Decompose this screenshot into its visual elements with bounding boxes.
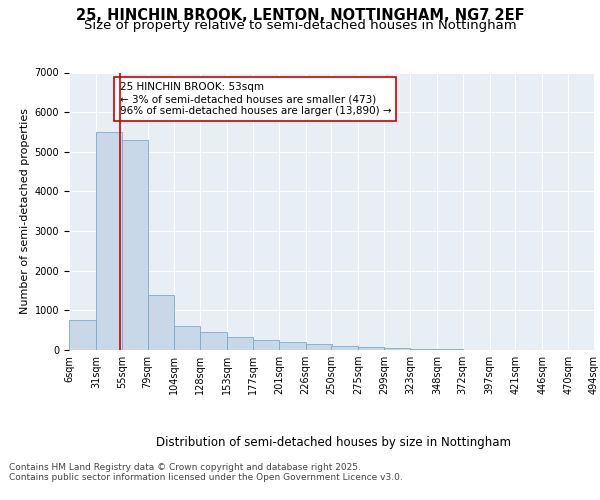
Text: 25 HINCHIN BROOK: 53sqm
← 3% of semi-detached houses are smaller (473)
96% of se: 25 HINCHIN BROOK: 53sqm ← 3% of semi-det… <box>119 82 391 116</box>
Bar <box>305 344 331 350</box>
Bar <box>227 337 253 350</box>
Bar <box>358 347 384 350</box>
Text: Size of property relative to semi-detached houses in Nottingham: Size of property relative to semi-detach… <box>83 18 517 32</box>
Bar <box>279 342 305 350</box>
Bar <box>331 346 358 350</box>
Bar <box>200 332 227 350</box>
Text: Contains HM Land Registry data © Crown copyright and database right 2025.: Contains HM Land Registry data © Crown c… <box>9 464 361 472</box>
Bar <box>384 348 410 350</box>
Bar <box>148 294 175 350</box>
Bar <box>175 326 200 350</box>
Bar <box>96 132 122 350</box>
Y-axis label: Number of semi-detached properties: Number of semi-detached properties <box>20 108 31 314</box>
Bar <box>253 340 279 350</box>
Text: Contains public sector information licensed under the Open Government Licence v3: Contains public sector information licen… <box>9 474 403 482</box>
Bar <box>122 140 148 350</box>
Text: 25, HINCHIN BROOK, LENTON, NOTTINGHAM, NG7 2EF: 25, HINCHIN BROOK, LENTON, NOTTINGHAM, N… <box>76 8 524 22</box>
Bar <box>410 349 437 350</box>
Bar <box>69 320 96 350</box>
Text: Distribution of semi-detached houses by size in Nottingham: Distribution of semi-detached houses by … <box>155 436 511 449</box>
